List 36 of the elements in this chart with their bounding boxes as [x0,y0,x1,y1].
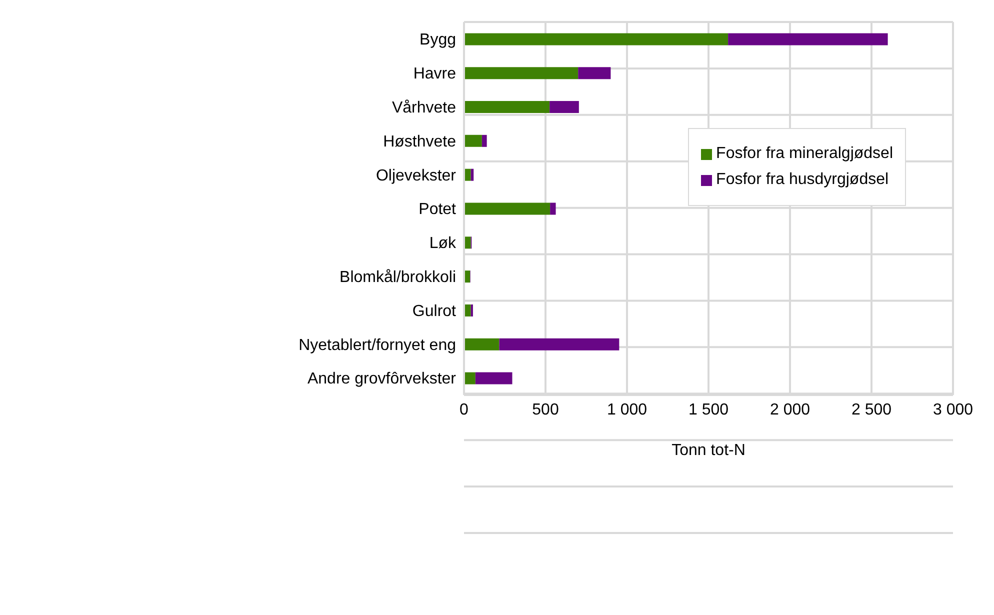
x-tick-label: 3 000 [932,401,974,418]
bar [728,33,888,46]
y-tick-label: Bygg [420,32,456,49]
y-tick-label: Gulrot [412,302,457,320]
bar [464,372,476,384]
bar [578,67,611,80]
bar [464,338,500,350]
x-tick-label: 1 000 [606,401,648,418]
y-tick-label: Løk [429,235,457,252]
x-tick-label: 500 [532,401,559,418]
legend-label: Fosfor fra husdyrgjødsel [716,171,889,189]
x-tick-label: 2 000 [770,401,810,418]
bar [550,101,579,114]
y-tick-label: Høsthvete [383,133,456,150]
y-tick-label: Nyetablert/fornyet eng [298,336,456,354]
y-tick-label: Blomkål/brokkoli [340,269,456,286]
bar [464,33,728,46]
x-tick-label: 1 500 [688,401,729,418]
x-tick-label: 2 500 [851,401,892,418]
y-tick-label: Havre [413,66,456,83]
y-tick-label: Oljevekster [376,167,457,184]
y-tick-label: Vårhvete [392,99,456,116]
bar [464,202,550,215]
bar [470,168,474,181]
bar [499,338,620,350]
x-tick-label: 0 [460,401,469,418]
bar [464,134,482,147]
bar [464,67,578,80]
bar [482,134,487,147]
bar [475,372,512,384]
y-tick-label: Potet [418,201,457,218]
bar [464,101,550,114]
y-tick-label: Andre grovfôrvekster [307,370,457,388]
legend-label: Fosfor fra mineralgjødsel [716,145,893,163]
bar [550,202,556,215]
x-axis-title: Tonn tot-N [672,442,746,459]
